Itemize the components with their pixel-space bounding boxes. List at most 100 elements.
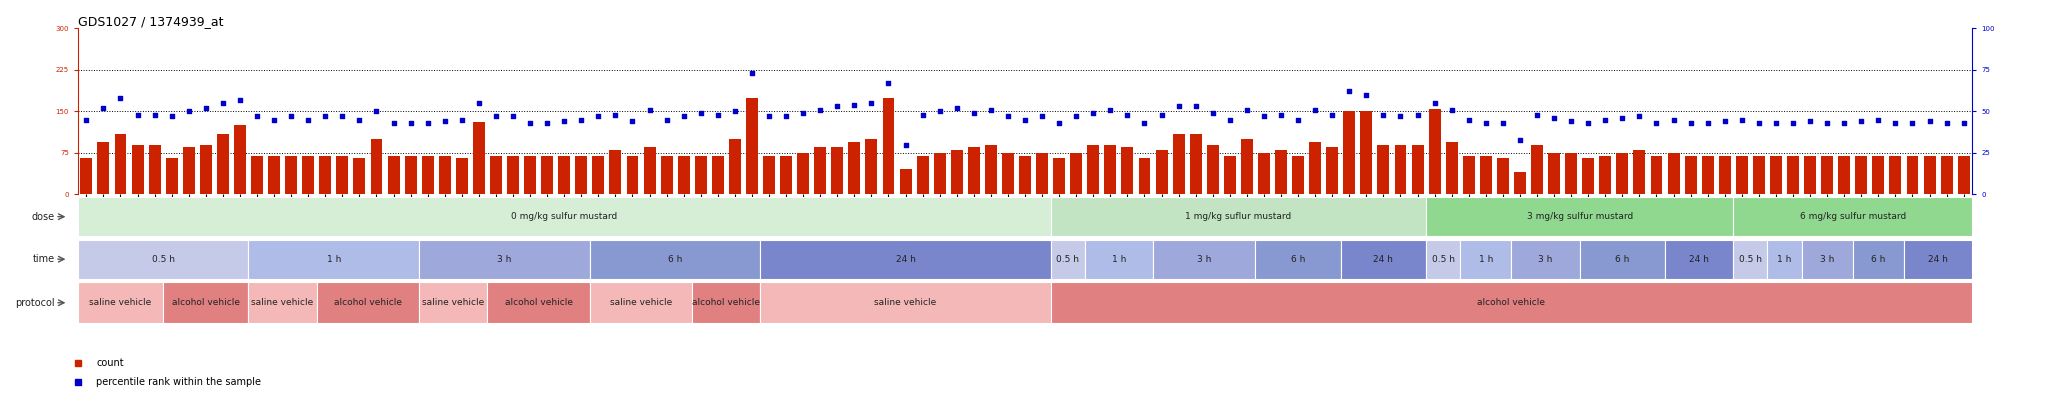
Point xyxy=(1896,120,1929,126)
Point xyxy=(207,100,240,106)
Bar xyxy=(1051,197,1425,236)
Bar xyxy=(694,156,707,194)
Point xyxy=(1692,120,1724,126)
Bar xyxy=(1802,240,1853,279)
Point xyxy=(872,80,905,86)
Point xyxy=(412,120,444,126)
Bar xyxy=(98,142,109,194)
Bar xyxy=(1257,153,1270,194)
Bar xyxy=(678,156,690,194)
Point xyxy=(1163,103,1196,110)
Point xyxy=(1589,116,1622,123)
Point xyxy=(1145,111,1178,118)
Bar xyxy=(1051,282,1972,323)
Bar xyxy=(78,282,164,323)
Bar xyxy=(1548,153,1561,194)
Bar xyxy=(1511,240,1579,279)
Point xyxy=(223,96,256,103)
Text: 6 h: 6 h xyxy=(1290,255,1305,264)
Point xyxy=(1247,113,1280,119)
Point xyxy=(274,113,307,119)
Bar xyxy=(182,147,195,194)
Point xyxy=(377,120,410,126)
Bar xyxy=(541,156,553,194)
Bar xyxy=(1360,111,1372,194)
Text: 3 mg/kg sulfur mustard: 3 mg/kg sulfur mustard xyxy=(1526,212,1632,221)
Point xyxy=(1880,120,1913,126)
Point xyxy=(1948,120,1980,126)
Text: saline vehicle: saline vehicle xyxy=(90,298,152,307)
Bar xyxy=(590,282,692,323)
Point xyxy=(1759,120,1792,126)
Point xyxy=(1862,116,1894,123)
Text: 3 h: 3 h xyxy=(1821,255,1835,264)
Bar xyxy=(420,240,590,279)
Point xyxy=(1266,111,1298,118)
Bar xyxy=(1718,156,1731,194)
Point xyxy=(1231,107,1264,113)
Point xyxy=(1743,120,1776,126)
Bar xyxy=(387,156,399,194)
Bar xyxy=(590,240,760,279)
Bar xyxy=(131,145,143,194)
Point xyxy=(1708,118,1741,125)
Point xyxy=(735,70,768,77)
Text: 1 mg/kg suflur mustard: 1 mg/kg suflur mustard xyxy=(1186,212,1292,221)
Bar xyxy=(1051,240,1085,279)
Bar xyxy=(420,282,487,323)
Point xyxy=(821,103,854,110)
Bar xyxy=(150,145,160,194)
Point xyxy=(1503,136,1536,143)
Bar xyxy=(1634,150,1645,194)
Point xyxy=(958,110,991,116)
Bar xyxy=(1341,240,1425,279)
Point xyxy=(1794,118,1827,125)
Bar xyxy=(1599,156,1612,194)
Bar xyxy=(1733,197,1972,236)
Text: 0.5 h: 0.5 h xyxy=(1057,255,1079,264)
Bar xyxy=(248,240,420,279)
Point xyxy=(940,105,973,111)
Bar xyxy=(1276,150,1286,194)
Text: saline vehicle: saline vehicle xyxy=(422,298,485,307)
Point xyxy=(479,113,512,119)
Bar xyxy=(317,282,420,323)
Bar xyxy=(643,147,655,194)
Point xyxy=(1827,120,1860,126)
Point xyxy=(1845,118,1878,125)
Bar xyxy=(1446,142,1458,194)
Bar xyxy=(1425,240,1460,279)
Bar xyxy=(1890,156,1901,194)
Text: saline vehicle: saline vehicle xyxy=(610,298,672,307)
Bar xyxy=(1430,109,1440,194)
Text: dose: dose xyxy=(33,212,55,222)
Point xyxy=(428,118,461,125)
Point xyxy=(1298,107,1331,113)
Point xyxy=(1452,116,1485,123)
Point xyxy=(242,113,274,119)
Bar xyxy=(1481,156,1491,194)
Bar xyxy=(115,134,127,194)
Bar xyxy=(729,139,741,194)
Bar xyxy=(764,156,774,194)
Point xyxy=(1026,113,1059,119)
Bar xyxy=(166,158,178,194)
Bar xyxy=(371,139,383,194)
Bar xyxy=(1702,156,1714,194)
Point xyxy=(139,111,170,118)
Point xyxy=(1554,118,1587,125)
Text: alcohol vehicle: alcohol vehicle xyxy=(172,298,240,307)
Bar xyxy=(1497,158,1509,194)
Point xyxy=(1128,120,1161,126)
Bar xyxy=(1155,150,1167,194)
Point xyxy=(393,120,426,126)
Bar xyxy=(508,156,518,194)
Bar xyxy=(1087,145,1100,194)
Point xyxy=(1929,120,1962,126)
Point xyxy=(838,102,870,108)
Bar xyxy=(1071,153,1081,194)
Text: 24 h: 24 h xyxy=(895,255,915,264)
Bar xyxy=(78,240,248,279)
Bar xyxy=(1905,240,1972,279)
Point xyxy=(530,120,563,126)
